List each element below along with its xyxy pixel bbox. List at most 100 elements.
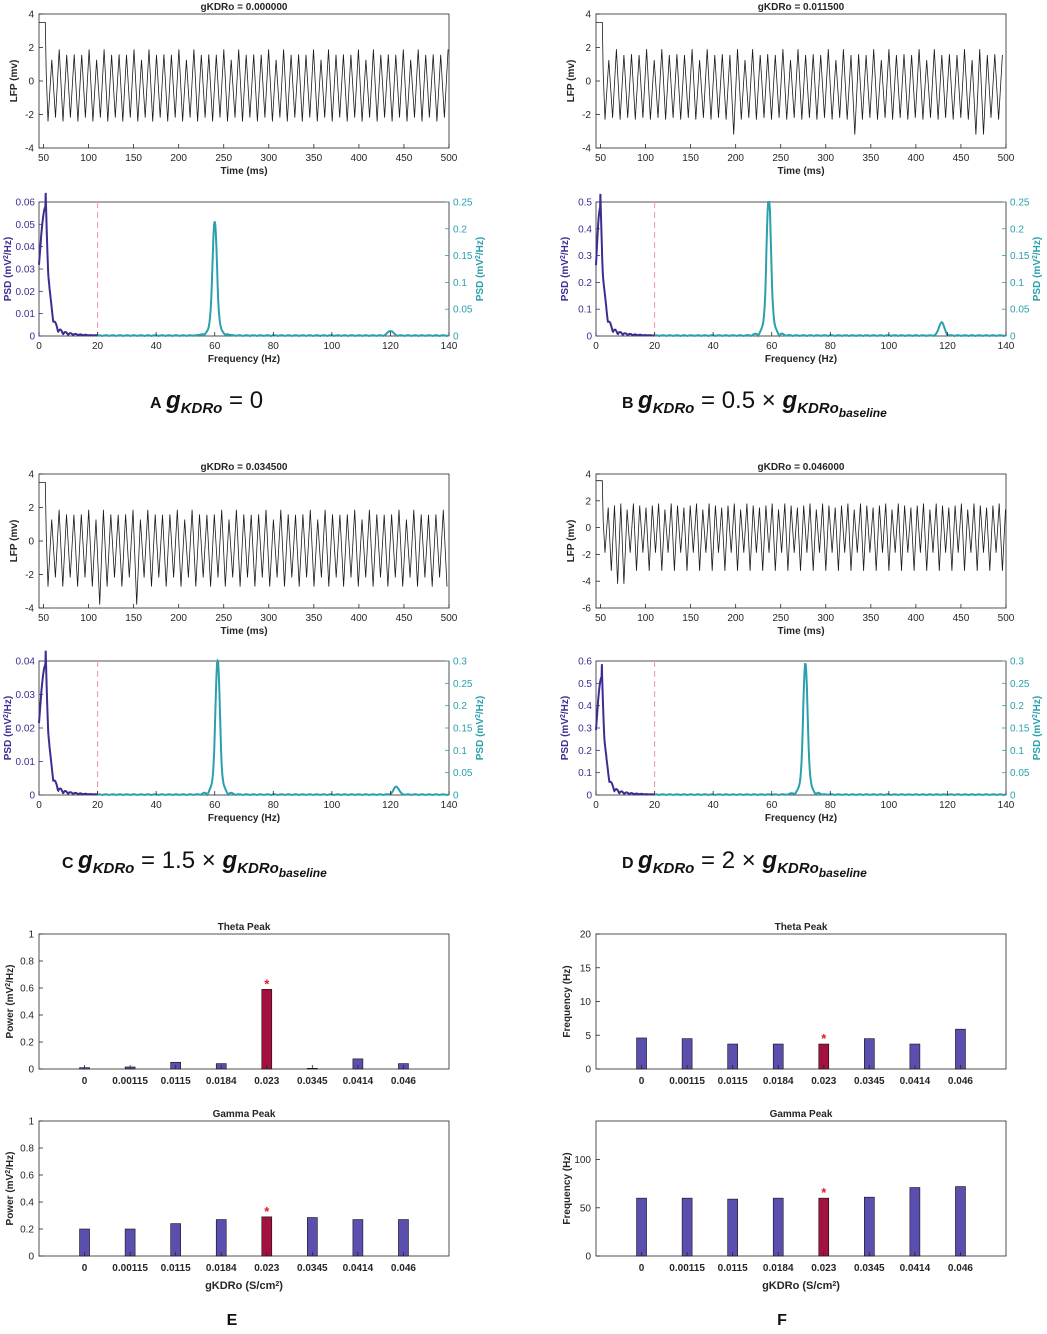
lfp-xlabel: Time (ms): [777, 166, 824, 177]
y-tick-label: -4: [25, 144, 34, 155]
x-tick-label: 450: [953, 613, 970, 624]
theta-psd-line: [38, 650, 98, 796]
x-tick-label: 350: [305, 613, 322, 624]
bar: [772, 1197, 784, 1257]
y-tick-label: 2: [585, 43, 591, 54]
panel-formula: A gKDRo = 0: [150, 387, 263, 417]
x-tick-label: 120: [382, 800, 399, 811]
lfp-title: gKDRo = 0.000000: [201, 2, 288, 13]
x-tick-label: 0: [36, 800, 42, 811]
bar-axes: [595, 933, 1007, 1070]
x-tick-label: 60: [766, 800, 778, 811]
x-tick-label: 400: [908, 153, 925, 164]
bar: [727, 1198, 738, 1257]
x-tick-label: 0.00115: [669, 1076, 705, 1087]
y-tick-label: 0: [585, 77, 591, 88]
y-tick-label: 0: [585, 523, 591, 534]
x-tick-label: 60: [209, 341, 221, 352]
left-y-tick-label: 0.03: [16, 690, 36, 701]
y-tick-label: 0: [28, 1252, 34, 1263]
y-tick-label: -2: [582, 110, 591, 121]
psd-axes: [38, 201, 450, 337]
y-tick-label: -6: [582, 604, 591, 615]
x-tick-label: 250: [772, 613, 789, 624]
right-y-tick-label: 0.2: [453, 224, 467, 235]
lfp-title: gKDRo = 0.011500: [758, 2, 845, 13]
left-y-tick-label: 0.04: [16, 242, 36, 253]
left-y-tick-label: 0.03: [16, 265, 36, 276]
right-y-tick-label: 0.05: [1010, 768, 1030, 779]
y-tick-label: 4: [28, 10, 34, 21]
bar: [636, 1037, 647, 1070]
y-tick-label: 0.4: [20, 1011, 34, 1022]
x-tick-label: 0: [36, 341, 42, 352]
x-tick-label: 140: [441, 800, 458, 811]
psd-xlabel: Frequency (Hz): [765, 354, 837, 365]
panel-letter-F: F: [777, 1312, 787, 1329]
x-tick-label: 300: [260, 613, 277, 624]
right-y-tick-label: 0: [1010, 791, 1016, 802]
psd-ylabel-left: PSD (mV2/Hz): [3, 696, 15, 760]
panel-formula: B gKDRo = 0.5 × gKDRobaseline: [622, 387, 887, 420]
bar: [307, 1217, 318, 1257]
x-tick-label: 500: [998, 613, 1015, 624]
lfp-ylabel: LFP (mv): [566, 60, 577, 103]
x-tick-label: 0.0345: [297, 1076, 328, 1087]
y-tick-label: -4: [582, 144, 591, 155]
x-tick-label: 250: [215, 153, 232, 164]
right-y-tick-label: 0.1: [1010, 278, 1024, 289]
x-tick-label: 40: [151, 341, 163, 352]
y-tick-label: -2: [582, 550, 591, 561]
right-y-tick-label: 0.15: [453, 251, 473, 262]
lfp-xlabel: Time (ms): [777, 626, 824, 637]
bar-axes: [595, 1120, 1007, 1257]
bar-chart-E-theta: 0 0.2 0.4 0.6 0.8 1 0 0.00115 0.0115 0.0184 * 0.023…: [5, 922, 450, 1087]
bar: [681, 1197, 693, 1257]
bar: [818, 1197, 830, 1257]
x-tick-label: 40: [151, 800, 163, 811]
y-tick-label: 0: [28, 77, 34, 88]
y-tick-label: 15: [580, 963, 592, 974]
y-tick-label: 0: [28, 1065, 34, 1076]
left-y-tick-label: 0.01: [16, 309, 36, 320]
y-tick-label: -4: [25, 604, 34, 615]
x-tick-label: 150: [682, 613, 699, 624]
y-tick-label: 4: [28, 470, 34, 481]
lfp-ylabel: LFP (mv): [566, 520, 577, 563]
y-tick-label: 1: [28, 1117, 34, 1128]
x-tick-label: 0.0184: [206, 1263, 237, 1274]
x-tick-label: 500: [998, 153, 1015, 164]
bar-chart-xlabel: gKDRo (S/cm2): [205, 1280, 283, 1292]
x-tick-label: 120: [382, 341, 399, 352]
x-tick-label: 80: [268, 341, 280, 352]
psd-ylabel-left: PSD (mV2/Hz): [560, 696, 572, 760]
lfp-axes: [38, 13, 450, 149]
psd-ylabel-right: PSD (mV2/Hz): [475, 237, 487, 301]
left-y-tick-label: 0.05: [16, 220, 36, 231]
bar: [864, 1196, 875, 1257]
right-y-tick-label: 0.05: [453, 305, 473, 316]
x-tick-label: 100: [324, 341, 341, 352]
y-tick-label: 5: [585, 1031, 591, 1042]
bar: [261, 1216, 273, 1257]
x-tick-label: 80: [825, 800, 837, 811]
bar-chart-title: Gamma Peak: [213, 1109, 276, 1120]
y-tick-label: -4: [582, 577, 591, 588]
x-tick-label: 50: [595, 153, 607, 164]
y-tick-label: 0: [585, 1065, 591, 1076]
x-tick-label: 20: [649, 800, 661, 811]
lfp-ylabel: LFP (mv): [9, 60, 20, 103]
psd-axes: [595, 201, 1007, 337]
x-tick-label: 60: [209, 800, 221, 811]
x-tick-label: 20: [92, 800, 104, 811]
right-y-tick-label: 0: [453, 332, 459, 343]
x-tick-label: 0.00115: [112, 1076, 148, 1087]
psd-plot-A: 0 20 40 60 80 100 120 14000.010.020.030.040.050…: [3, 192, 487, 365]
left-y-tick-label: 0: [586, 791, 592, 802]
x-tick-label: 0.0184: [206, 1076, 237, 1087]
x-tick-label: 200: [170, 613, 187, 624]
bar: [955, 1028, 966, 1070]
bar: [261, 989, 273, 1070]
left-y-tick-label: 0.1: [578, 768, 592, 779]
